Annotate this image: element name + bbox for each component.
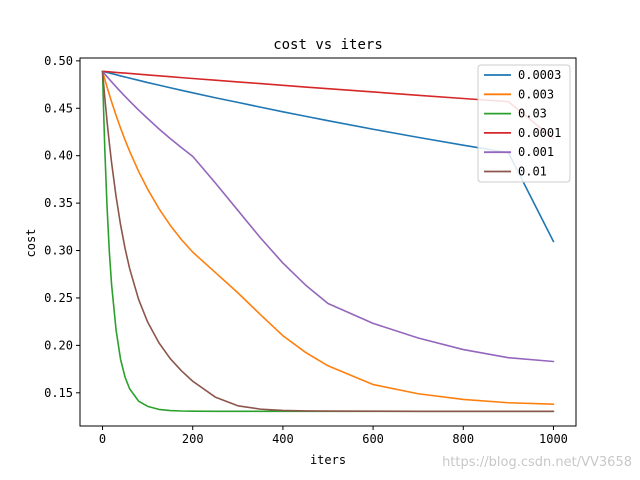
- x-axis-ticks: 0 200 400 600 800 1000: [99, 426, 568, 446]
- legend-label-0.0001: 0.0001: [518, 126, 561, 140]
- plot-area: [79, 57, 577, 427]
- series-line-0.01: [101, 70, 555, 413]
- legend-label-0.03: 0.03: [518, 107, 547, 121]
- y-tick-label: 0.50: [44, 54, 73, 68]
- x-tick-label: 600: [362, 432, 384, 446]
- x-axis-label: iters: [310, 453, 346, 467]
- x-tick-label: 0: [99, 432, 106, 446]
- legend-label-0.0003: 0.0003: [518, 68, 561, 82]
- series-layer: [101, 70, 555, 413]
- series-line-0.0001: [101, 70, 555, 140]
- y-axis-ticks: 0.15 0.20 0.25 0.30 0.35 0.40 0.45 0.50: [44, 54, 80, 400]
- legend-label-0.003: 0.003: [518, 87, 554, 101]
- y-tick-label: 0.15: [44, 386, 73, 400]
- y-tick-label: 0.35: [44, 196, 73, 210]
- y-tick-label: 0.20: [44, 338, 73, 352]
- y-tick-label: 0.30: [44, 244, 73, 258]
- x-tick-label: 800: [452, 432, 474, 446]
- x-tick-label: 200: [182, 432, 204, 446]
- legend: 0.0003 0.003 0.03 0.0001 0.001 0.01: [477, 64, 571, 183]
- y-axis-label: cost: [24, 229, 38, 258]
- x-tick-label: 400: [272, 432, 294, 446]
- watermark: https://blog.csdn.net/VV3658: [442, 455, 632, 470]
- y-tick-label: 0.45: [44, 101, 73, 115]
- series-line-0.0003: [101, 70, 555, 243]
- plot-frame: [79, 57, 577, 427]
- legend-label-0.01: 0.01: [518, 165, 547, 179]
- legend-label-0.001: 0.001: [518, 145, 554, 159]
- x-tick-label: 1000: [539, 432, 568, 446]
- chart-title: cost vs iters: [273, 37, 383, 53]
- y-tick-label: 0.25: [44, 291, 73, 305]
- y-tick-label: 0.40: [44, 149, 73, 163]
- series-line-0.003: [101, 70, 555, 405]
- series-line-0.001: [101, 70, 555, 363]
